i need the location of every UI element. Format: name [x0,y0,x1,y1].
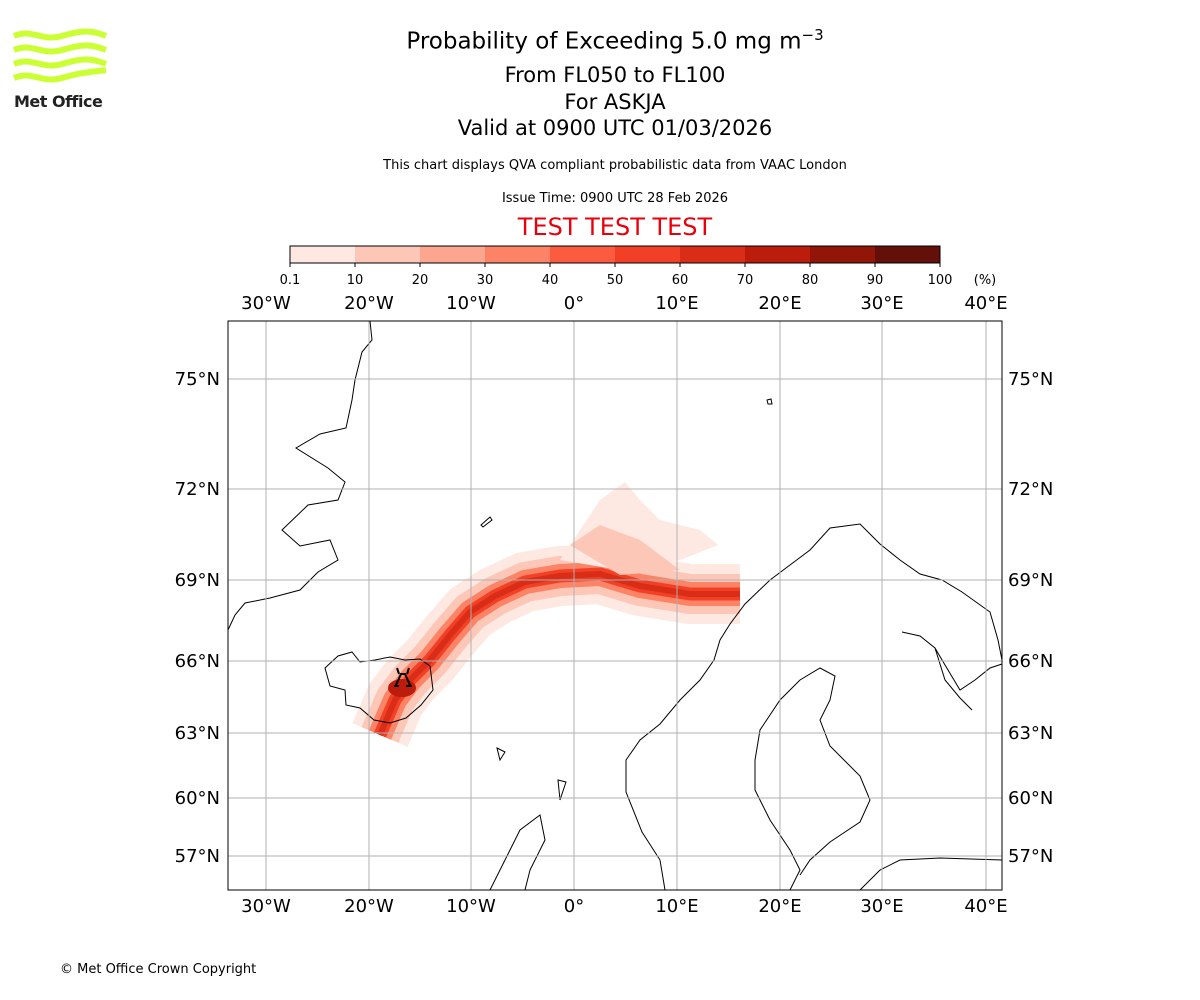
lon-label-top: 20°W [344,293,394,314]
flight-level-range: From FL050 to FL100 [504,63,726,87]
colorbar-tick-label: 80 [802,273,819,288]
colorbar-tick-label: 70 [737,273,754,288]
lon-label-top: 0° [564,293,584,314]
colorbar-tick-label: 100 [928,273,953,288]
lon-label-bottom: 10°W [446,896,496,917]
baltic-coast [754,667,1003,891]
lon-label-bottom: 30°W [241,896,291,917]
graticule [228,321,1002,890]
iceland-coast [324,651,434,724]
lon-label-bottom: 20°W [344,896,394,917]
colorbar-tick-label: 0.1 [280,273,301,288]
lon-label-top: 10°W [446,293,496,314]
scandinavia-coast [625,523,1003,891]
colorbar-bin [615,246,680,263]
colorbar: 0.1 10 20 30 40 50 60 70 80 90 100 (%) [280,245,997,288]
lon-label-top: 40°E [964,293,1007,314]
colorbar-tick-label: 20 [412,273,429,288]
jan-mayen [480,516,493,528]
test-banner: TEST TEST TEST [517,213,713,241]
ash-plume [352,482,740,747]
bear-island [766,398,773,405]
colorbar-unit: (%) [974,273,997,288]
copyright-footer: © Met Office Crown Copyright [60,962,257,977]
colorbar-bin [290,246,355,263]
lon-label-bottom: 30°E [860,896,903,917]
scotland-coast [489,747,567,891]
colorbar-tick-label: 90 [867,273,884,288]
map-frame [227,320,1003,891]
lat-label-left: 66°N [175,651,220,672]
plume-band [377,571,740,737]
valid-time: Valid at 0900 UTC 01/03/2026 [457,116,773,140]
met-office-logo-icon [12,28,108,83]
chart-title: Probability of Exceeding 5.0 mg m−3 [406,26,824,55]
colorbar-tick-label: 60 [672,273,689,288]
lat-label-right: 60°N [1008,788,1053,809]
lat-label-left: 69°N [175,570,220,591]
plume-band [570,525,680,575]
lon-label-bottom: 20°E [758,896,801,917]
lon-label-bottom: 40°E [964,896,1007,917]
logo-text: Met Office [14,92,103,111]
colorbar-bin [875,246,940,263]
colorbar-bin [355,246,420,263]
lat-label-right: 57°N [1008,846,1053,867]
lat-label-left: 63°N [175,723,220,744]
lon-label-top: 30°W [241,293,291,314]
lon-label-bottom: 10°E [655,896,698,917]
colorbar-tick-label: 50 [607,273,624,288]
issue-time: Issue Time: 0900 UTC 28 Feb 2026 [501,191,729,206]
lat-label-left: 60°N [175,788,220,809]
colorbar-bin [810,246,875,263]
lat-label-left: 57°N [175,846,220,867]
lon-label-bottom: 0° [564,896,584,917]
colorbar-bin [485,246,550,263]
lat-label-right: 69°N [1008,570,1053,591]
greenland-coast [227,320,373,631]
colorbar-tick-label: 40 [542,273,559,288]
lon-label-top: 30°E [860,293,903,314]
colorbar-tick-label: 10 [347,273,364,288]
lat-label-right: 66°N [1008,651,1053,672]
colorbar-tick-label: 30 [477,273,494,288]
lat-label-right: 63°N [1008,723,1053,744]
colorbar-bin [745,246,810,263]
lat-label-right: 75°N [1008,369,1053,390]
coastlines [227,320,1003,891]
subtitle: This chart displays QVA compliant probab… [383,158,847,173]
white-sea-coast [901,631,1003,711]
volcano-icon [394,667,412,687]
lon-label-top: 10°E [655,293,698,314]
lon-label-top: 20°E [758,293,801,314]
lat-label-left: 72°N [175,479,220,500]
plume-peak [388,679,416,697]
volcano-name: For ASKJA [564,90,666,114]
colorbar-bin [420,246,485,263]
lat-label-right: 72°N [1008,479,1053,500]
colorbar-bin [680,246,745,263]
colorbar-bin [550,246,615,263]
lat-label-left: 75°N [175,369,220,390]
